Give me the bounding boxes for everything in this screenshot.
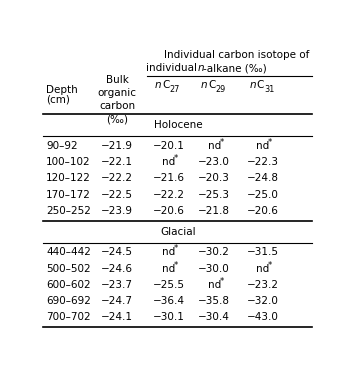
Text: Depth: Depth <box>46 85 78 95</box>
Text: −23.7: −23.7 <box>101 280 133 290</box>
Text: (cm): (cm) <box>46 95 70 105</box>
Text: C: C <box>208 81 215 91</box>
Text: organic: organic <box>98 88 137 98</box>
Text: nd: nd <box>256 264 269 274</box>
Text: −23.0: −23.0 <box>198 157 230 167</box>
Text: nd: nd <box>162 247 175 257</box>
Text: 170–172: 170–172 <box>46 190 91 200</box>
Text: −30.0: −30.0 <box>198 264 230 274</box>
Text: −20.6: −20.6 <box>247 206 279 216</box>
Text: −24.6: −24.6 <box>101 264 133 274</box>
Text: −24.1: −24.1 <box>101 312 133 322</box>
Text: C: C <box>256 81 264 91</box>
Text: −30.1: −30.1 <box>152 312 184 322</box>
Text: 600–602: 600–602 <box>46 280 91 290</box>
Text: −30.4: −30.4 <box>198 312 230 322</box>
Text: individual: individual <box>146 63 200 73</box>
Text: nd: nd <box>208 141 221 151</box>
Text: carbon: carbon <box>99 101 135 111</box>
Text: −21.6: −21.6 <box>152 173 184 183</box>
Text: -alkane (‰): -alkane (‰) <box>203 63 266 73</box>
Text: nd: nd <box>162 264 175 274</box>
Text: 690–692: 690–692 <box>46 296 91 306</box>
Text: nd: nd <box>256 141 269 151</box>
Text: 500–502: 500–502 <box>46 264 91 274</box>
Text: −22.2: −22.2 <box>152 190 184 200</box>
Text: −25.5: −25.5 <box>152 280 184 290</box>
Text: (‰): (‰) <box>106 114 128 124</box>
Text: Bulk: Bulk <box>106 75 129 85</box>
Text: −21.9: −21.9 <box>101 141 133 151</box>
Text: Holocene: Holocene <box>153 120 202 130</box>
Text: 90–92: 90–92 <box>46 141 78 151</box>
Text: −30.2: −30.2 <box>198 247 230 257</box>
Text: −24.7: −24.7 <box>101 296 133 306</box>
Text: −20.1: −20.1 <box>152 141 184 151</box>
Text: −22.5: −22.5 <box>101 190 133 200</box>
Text: 120–122: 120–122 <box>46 173 91 183</box>
Text: −22.3: −22.3 <box>247 157 279 167</box>
Text: *: * <box>219 138 223 147</box>
Text: −21.8: −21.8 <box>198 206 230 216</box>
Text: C: C <box>162 81 170 91</box>
Text: *: * <box>268 138 272 147</box>
Text: −24.8: −24.8 <box>247 173 279 183</box>
Text: nd: nd <box>208 280 221 290</box>
Text: *: * <box>174 261 178 270</box>
Text: *: * <box>174 154 178 163</box>
Text: −43.0: −43.0 <box>247 312 279 322</box>
Text: −22.1: −22.1 <box>101 157 133 167</box>
Text: 440–442: 440–442 <box>46 247 91 257</box>
Text: −35.8: −35.8 <box>198 296 230 306</box>
Text: −20.3: −20.3 <box>198 173 230 183</box>
Text: −25.0: −25.0 <box>247 190 279 200</box>
Text: 27: 27 <box>170 85 180 94</box>
Text: −20.6: −20.6 <box>152 206 184 216</box>
Text: *: * <box>219 277 223 286</box>
Text: *: * <box>268 261 272 270</box>
Text: Individual carbon isotope of: Individual carbon isotope of <box>164 49 310 59</box>
Text: 31: 31 <box>264 85 274 94</box>
Text: 250–252: 250–252 <box>46 206 91 216</box>
Text: 700–702: 700–702 <box>46 312 91 322</box>
Text: *: * <box>174 244 178 253</box>
Text: n: n <box>155 81 162 91</box>
Text: n: n <box>198 63 205 73</box>
Text: −25.3: −25.3 <box>198 190 230 200</box>
Text: −32.0: −32.0 <box>247 296 279 306</box>
Text: 100–102: 100–102 <box>46 157 91 167</box>
Text: Glacial: Glacial <box>160 227 196 237</box>
Text: −22.2: −22.2 <box>101 173 133 183</box>
Text: n: n <box>201 81 208 91</box>
Text: −24.5: −24.5 <box>101 247 133 257</box>
Text: 29: 29 <box>215 85 226 94</box>
Text: nd: nd <box>162 157 175 167</box>
Text: −36.4: −36.4 <box>152 296 184 306</box>
Text: −23.2: −23.2 <box>247 280 279 290</box>
Text: n: n <box>249 81 256 91</box>
Text: −23.9: −23.9 <box>101 206 133 216</box>
Text: −31.5: −31.5 <box>247 247 279 257</box>
